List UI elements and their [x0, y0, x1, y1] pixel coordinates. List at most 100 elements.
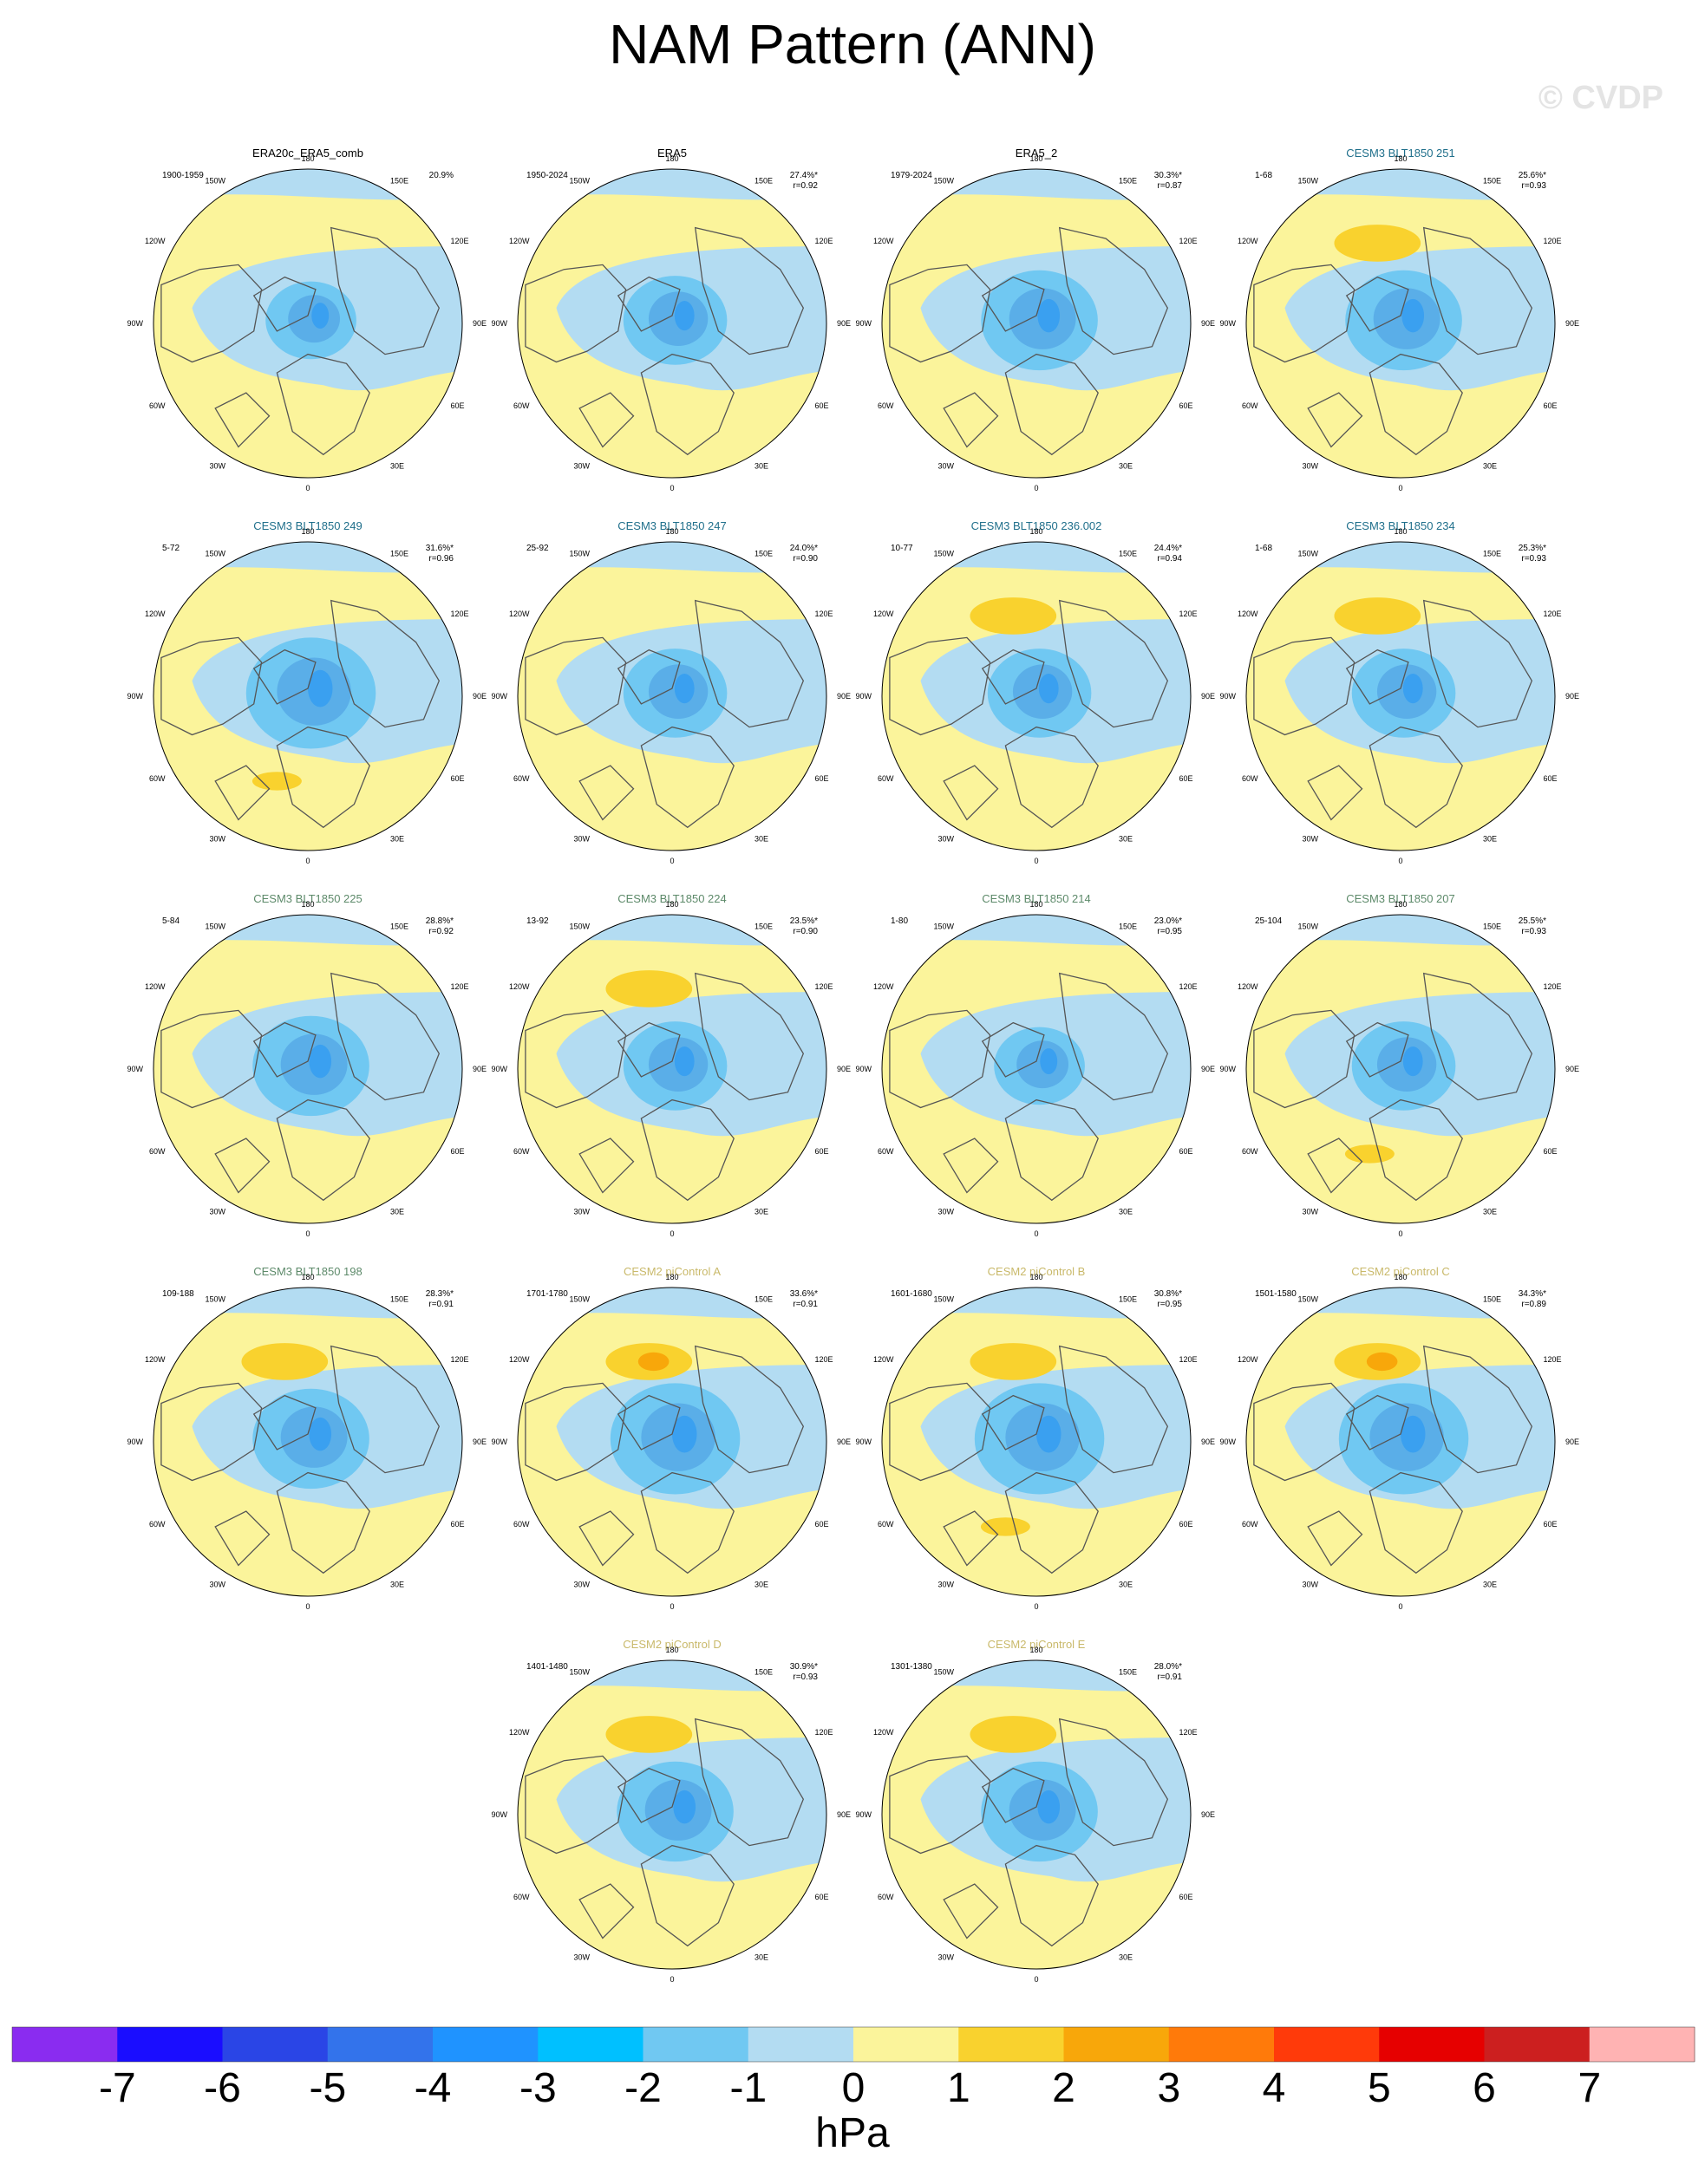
panel-correlation: r=0.92	[428, 927, 454, 936]
coastline	[1422, 1345, 1533, 1474]
longitude-label: 150E	[1483, 922, 1501, 931]
coastline	[1253, 264, 1356, 363]
longitude-label: 120E	[1544, 237, 1562, 245]
map-panel: ERA5_2 1979-2024 30.3%*r=0.87 180 150E 120E 90…	[855, 147, 1215, 492]
map-boundary	[153, 168, 463, 479]
longitude-label: 30W	[1302, 1581, 1318, 1589]
panel-title: CESM2 piControl E	[988, 1638, 1086, 1651]
longitude-label: 90W	[1219, 1065, 1236, 1073]
longitude-label: 90E	[837, 692, 851, 701]
negative-region	[1246, 169, 1555, 200]
longitude-label: 30E	[1119, 1953, 1133, 1962]
longitude-label: 120W	[1238, 1355, 1258, 1364]
longitude-label: 90E	[1201, 1065, 1215, 1073]
longitude-label: 90E	[473, 692, 487, 701]
panel-title: CESM3 BLT1850 225	[253, 892, 363, 905]
map-boundary	[153, 914, 463, 1224]
map-panel: CESM3 BLT1850 198 109-188 28.3%*r=0.91 180 1…	[127, 1265, 487, 1611]
coastline	[1422, 972, 1533, 1101]
coastline	[1345, 1394, 1409, 1451]
coastline	[525, 264, 627, 363]
panel-title: CESM3 BLT1850 224	[617, 892, 727, 905]
coastline	[617, 276, 681, 332]
coastline	[640, 353, 735, 456]
panel-correlation: r=0.95	[1157, 1300, 1182, 1309]
panel-years: 5-72	[162, 544, 180, 553]
longitude-label: 60E	[815, 401, 829, 410]
map-boundary	[1245, 541, 1556, 851]
negative-region	[518, 542, 826, 573]
coastline	[1369, 726, 1463, 829]
panel-correlation: r=0.90	[793, 927, 818, 936]
longitude-label: 180	[665, 900, 678, 909]
coastline	[1307, 392, 1363, 448]
map-boundary	[1245, 168, 1556, 479]
panel-correlation: r=0.94	[1157, 554, 1182, 564]
coastline	[1253, 1382, 1356, 1482]
longitude-label: 90E	[837, 1065, 851, 1073]
longitude-label: 30W	[1302, 462, 1318, 471]
longitude-label: 150E	[755, 1295, 773, 1304]
panel-years: 1601-1680	[891, 1289, 932, 1299]
coastline	[578, 392, 635, 448]
longitude-label: 150W	[205, 550, 225, 558]
longitude-label: 150E	[1483, 177, 1501, 186]
longitude-label: 60W	[878, 1893, 894, 1901]
longitude-label: 180	[1029, 900, 1042, 909]
longitude-label: 0	[1034, 1602, 1038, 1611]
coastline	[252, 1021, 317, 1078]
longitude-label: 90E	[1565, 692, 1579, 701]
panel-correlation: r=0.93	[1521, 554, 1546, 564]
coastline	[1004, 353, 1099, 456]
longitude-label: 120E	[815, 982, 833, 991]
longitude-label: 30E	[390, 835, 404, 844]
longitude-label: 120W	[509, 1728, 530, 1737]
panel-years: 1401-1480	[526, 1662, 568, 1672]
positive-core	[637, 1352, 670, 1372]
negative-center	[673, 1790, 696, 1824]
coastline	[1058, 1345, 1169, 1474]
negative-center	[311, 303, 330, 329]
longitude-label: 180	[301, 900, 314, 909]
panel-variance: 34.3%*	[1519, 1289, 1546, 1299]
coastline	[330, 226, 441, 355]
longitude-label: 180	[1394, 1273, 1407, 1281]
map-panel: CESM3 BLT1850 225 5-84 28.8%*r=0.92 180 150E…	[127, 892, 487, 1238]
longitude-label: 120W	[145, 982, 166, 991]
longitude-label: 90W	[855, 1810, 872, 1819]
longitude-label: 90E	[473, 1065, 487, 1073]
longitude-label: 120W	[509, 1355, 530, 1364]
longitude-label: 150W	[205, 177, 225, 186]
longitude-label: 30W	[209, 462, 225, 471]
longitude-label: 180	[665, 154, 678, 163]
longitude-label: 60E	[1179, 1147, 1193, 1156]
negative-center	[1037, 1790, 1061, 1824]
longitude-label: 60E	[815, 774, 829, 783]
longitude-label: 30W	[937, 1953, 954, 1962]
longitude-label: 30W	[573, 1208, 590, 1216]
coastline	[617, 1394, 681, 1451]
map-panel: ERA20c_ERA5_comb 1900-1959 20.9% 180 150E 120…	[127, 147, 487, 492]
coastline	[1058, 226, 1169, 355]
longitude-label: 60E	[815, 1893, 829, 1901]
longitude-label: 180	[1029, 527, 1042, 536]
panel-title: CESM3 BLT1850 249	[253, 519, 363, 532]
coastline	[1369, 353, 1463, 456]
map-panel: CESM2 piControl E 1301-1380 28.0%*r=0.91 18…	[855, 1638, 1215, 1984]
coastline	[1004, 726, 1099, 829]
longitude-label: 90W	[491, 319, 507, 328]
longitude-label: 120E	[1179, 610, 1198, 618]
longitude-label: 30E	[1119, 835, 1133, 844]
map-boundary	[517, 914, 827, 1224]
positive-region	[605, 970, 693, 1007]
longitude-label: 60W	[513, 1520, 530, 1529]
panel-correlation: r=0.95	[1157, 927, 1182, 936]
panel-years: 1-68	[1255, 171, 1272, 180]
longitude-label: 90E	[1565, 1065, 1579, 1073]
coastline	[1369, 1099, 1463, 1202]
longitude-label: 0	[670, 857, 674, 865]
colorbar-tick-label: -7	[99, 2065, 136, 2111]
panel-years: 13-92	[526, 916, 549, 926]
longitude-label: 30E	[755, 1208, 768, 1216]
longitude-label: 150E	[1483, 1295, 1501, 1304]
